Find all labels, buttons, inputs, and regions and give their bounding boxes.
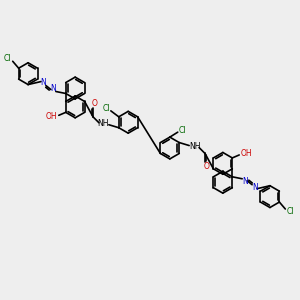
Text: Cl: Cl (286, 208, 294, 217)
Text: Cl: Cl (179, 126, 186, 135)
Text: O: O (204, 162, 210, 171)
Text: N: N (50, 84, 56, 93)
Text: Cl: Cl (102, 104, 110, 113)
Text: NH: NH (189, 142, 201, 151)
Text: NH: NH (97, 119, 109, 128)
Text: N: N (242, 177, 248, 186)
Text: OH: OH (240, 149, 252, 158)
Text: O: O (92, 99, 98, 108)
Text: N: N (252, 183, 258, 192)
Text: OH: OH (46, 112, 58, 121)
Text: N: N (40, 78, 46, 87)
Text: Cl: Cl (4, 54, 11, 63)
